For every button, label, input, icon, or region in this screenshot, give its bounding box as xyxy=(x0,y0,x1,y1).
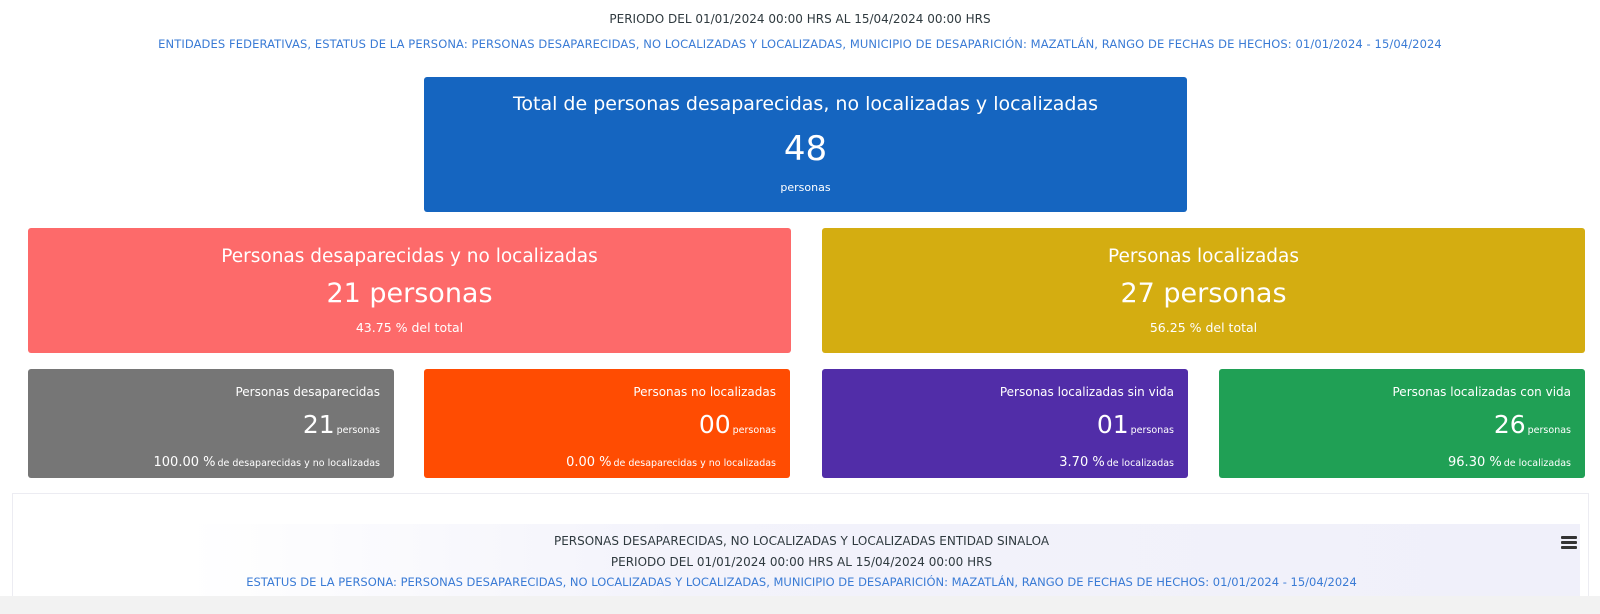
located-summary-title: Personas localizadas xyxy=(1107,246,1300,267)
disappeared-pct-row: 100.00 % de desaparecidas y no localizada… xyxy=(154,451,380,470)
disappeared-title: Personas desaparecidas xyxy=(235,385,380,399)
disappeared-unit: personas xyxy=(336,425,380,436)
not-located-pct-row: 0.00 % de desaparecidas y no localizadas xyxy=(566,451,776,470)
located-dead-value-row: 01 personas xyxy=(1097,410,1174,439)
located-alive-value-row: 26 personas xyxy=(1494,410,1571,439)
located-alive-pct-label: de localizadas xyxy=(1503,458,1571,469)
disappeared-value: 21 xyxy=(302,410,335,439)
disappeared-pct-label: de desaparecidas y no localizadas xyxy=(217,458,381,469)
located-dead-pct: 3.70 % xyxy=(1059,455,1105,470)
located-dead-pct-row: 3.70 % de localizadas xyxy=(1059,451,1174,470)
not-located-unit: personas xyxy=(732,425,776,436)
located-dead-card: Personas localizadas sin vida 01 personas… xyxy=(822,369,1188,478)
total-card: Total de personas desaparecidas, no loca… xyxy=(424,77,1187,212)
located-dead-title: Personas localizadas sin vida xyxy=(999,385,1174,399)
disappeared-value-row: 21 personas xyxy=(303,410,380,439)
disappeared-pct: 100.00 % xyxy=(153,455,216,470)
located-summary-card: Personas localizadas 27 personas 56.25 %… xyxy=(822,228,1585,353)
chart-panel-period: PERIODO DEL 01/01/2024 00:00 HRS AL 15/0… xyxy=(610,555,993,569)
chart-panel-filters: ESTATUS DE LA PERSONA: PERSONAS DESAPARE… xyxy=(246,575,1357,589)
footer-bar xyxy=(0,596,1600,614)
total-title: Total de personas desaparecidas, no loca… xyxy=(513,93,1098,115)
header-filters: ENTIDADES FEDERATIVAS, ESTATUS DE LA PER… xyxy=(158,37,1442,51)
located-alive-value: 26 xyxy=(1493,410,1526,439)
located-dead-pct-label: de localizadas xyxy=(1106,458,1174,469)
located-summary-value: 27 personas xyxy=(1120,278,1287,309)
located-alive-title: Personas localizadas con vida xyxy=(1392,385,1572,399)
chart-panel-title: PERSONAS DESAPARECIDAS, NO LOCALIZADAS Y… xyxy=(553,534,1050,548)
not-located-pct-label: de desaparecidas y no localizadas xyxy=(613,458,777,469)
total-unit: personas xyxy=(780,181,831,194)
disappeared-card: Personas desaparecidas 21 personas 100.00… xyxy=(28,369,394,478)
missing-summary-pct: 43.75 % del total xyxy=(355,320,464,335)
located-alive-pct-row: 96.30 % de localizadas xyxy=(1448,451,1571,470)
located-summary-pct: 56.25 % del total xyxy=(1149,320,1258,335)
header-period: PERIODO DEL 01/01/2024 00:00 HRS AL 15/0… xyxy=(609,12,991,26)
total-value: 48 xyxy=(783,129,828,169)
located-dead-unit: personas xyxy=(1130,425,1174,436)
hamburger-menu-icon[interactable] xyxy=(1561,536,1577,550)
located-alive-pct: 96.30 % xyxy=(1448,455,1502,470)
not-located-card: Personas no localizadas 00 personas 0.00 … xyxy=(424,369,790,478)
missing-summary-value: 21 personas xyxy=(326,278,493,309)
located-alive-unit: personas xyxy=(1527,425,1571,436)
not-located-value: 00 xyxy=(698,410,731,439)
not-located-title: Personas no localizadas xyxy=(633,385,776,399)
not-located-pct: 0.00 % xyxy=(566,455,612,470)
missing-summary-card: Personas desaparecidas y no localizadas … xyxy=(28,228,791,353)
missing-summary-title: Personas desaparecidas y no localizadas xyxy=(221,246,598,267)
located-dead-value: 01 xyxy=(1096,410,1129,439)
not-located-value-row: 00 personas xyxy=(699,410,776,439)
located-alive-card: Personas localizadas con vida 26 personas… xyxy=(1219,369,1585,478)
